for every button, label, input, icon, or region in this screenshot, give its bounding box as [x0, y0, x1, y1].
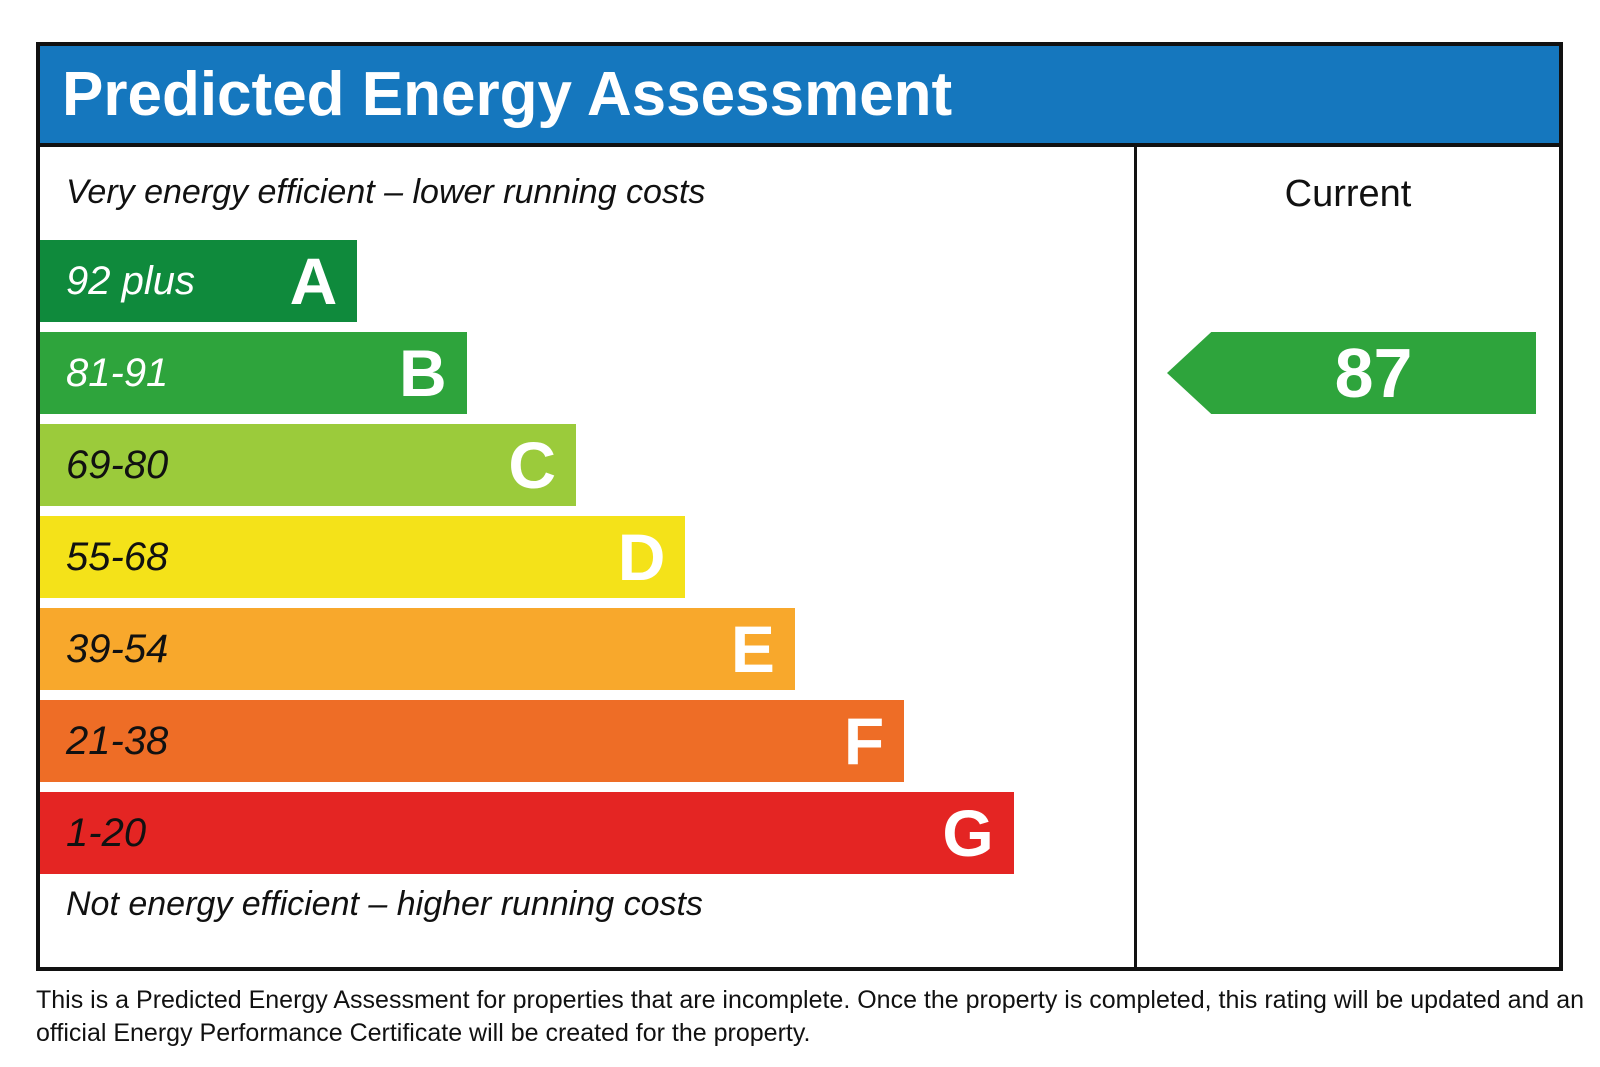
band-range-label: 39-54: [66, 626, 169, 671]
header-bar: Predicted Energy Assessment: [40, 46, 1559, 147]
rating-band-bar: 21-38 F: [40, 700, 905, 782]
rating-band-bar: 69-80 C: [40, 424, 577, 506]
band-range-label: 92 plus: [66, 258, 195, 303]
rating-band-d: 55-68 D: [40, 516, 1134, 598]
rating-band-g: 1-20 G: [40, 792, 1134, 874]
band-range-label: 21-38: [66, 718, 169, 763]
current-column-header: Current: [1284, 173, 1412, 215]
current-rating-arrow-icon: 87: [1167, 332, 1536, 414]
rating-band-bar: 81-91 B: [40, 332, 467, 414]
bottom-caption: Not energy efficient – higher running co…: [66, 885, 703, 923]
footer-note: This is a Predicted Energy Assessment fo…: [36, 984, 1584, 1049]
rating-band-e: 39-54 E: [40, 608, 1134, 690]
rating-band-f: 21-38 F: [40, 700, 1134, 782]
band-range-label: 81-91: [66, 350, 169, 395]
page-title: Predicted Energy Assessment: [62, 60, 953, 129]
band-letter: G: [942, 796, 994, 870]
rating-band-bar: 1-20 G: [40, 792, 1014, 874]
band-range-label: 69-80: [66, 442, 169, 487]
rating-band-bar: 39-54 E: [40, 608, 795, 690]
band-letter: D: [617, 520, 666, 594]
band-letter: B: [398, 336, 447, 410]
rating-scale-panel: Very energy efficient – lower running co…: [40, 147, 1137, 967]
rating-band-c: 69-80 C: [40, 424, 1134, 506]
certificate-body: Very energy efficient – lower running co…: [40, 147, 1559, 967]
rating-band-a: 92 plus A: [40, 240, 1134, 322]
band-letter: A: [289, 244, 338, 318]
energy-assessment-box: Predicted Energy Assessment Very energy …: [36, 42, 1563, 971]
rating-band-b: 81-91 B: [40, 332, 1134, 414]
band-range-label: 1-20: [66, 810, 147, 855]
footer-line-2: official Energy Performance Certificate …: [36, 1018, 811, 1047]
band-range-label: 55-68: [66, 534, 169, 579]
band-letter: E: [730, 612, 775, 686]
top-caption: Very energy efficient – lower running co…: [66, 173, 706, 211]
current-rating-panel: Current 87: [1137, 147, 1559, 967]
rating-band-bar: 55-68 D: [40, 516, 686, 598]
band-letter: C: [508, 428, 557, 502]
rating-band-bar: 92 plus A: [40, 240, 358, 322]
rating-bands: 92 plus A 81-91 B 69-80 C 55-68 D 39-54 E 21-38 F 1-…: [40, 240, 1134, 884]
footer-line-1: This is a Predicted Energy Assessment fo…: [36, 986, 1585, 1014]
current-rating-value: 87: [1334, 334, 1413, 412]
band-letter: F: [843, 704, 885, 778]
